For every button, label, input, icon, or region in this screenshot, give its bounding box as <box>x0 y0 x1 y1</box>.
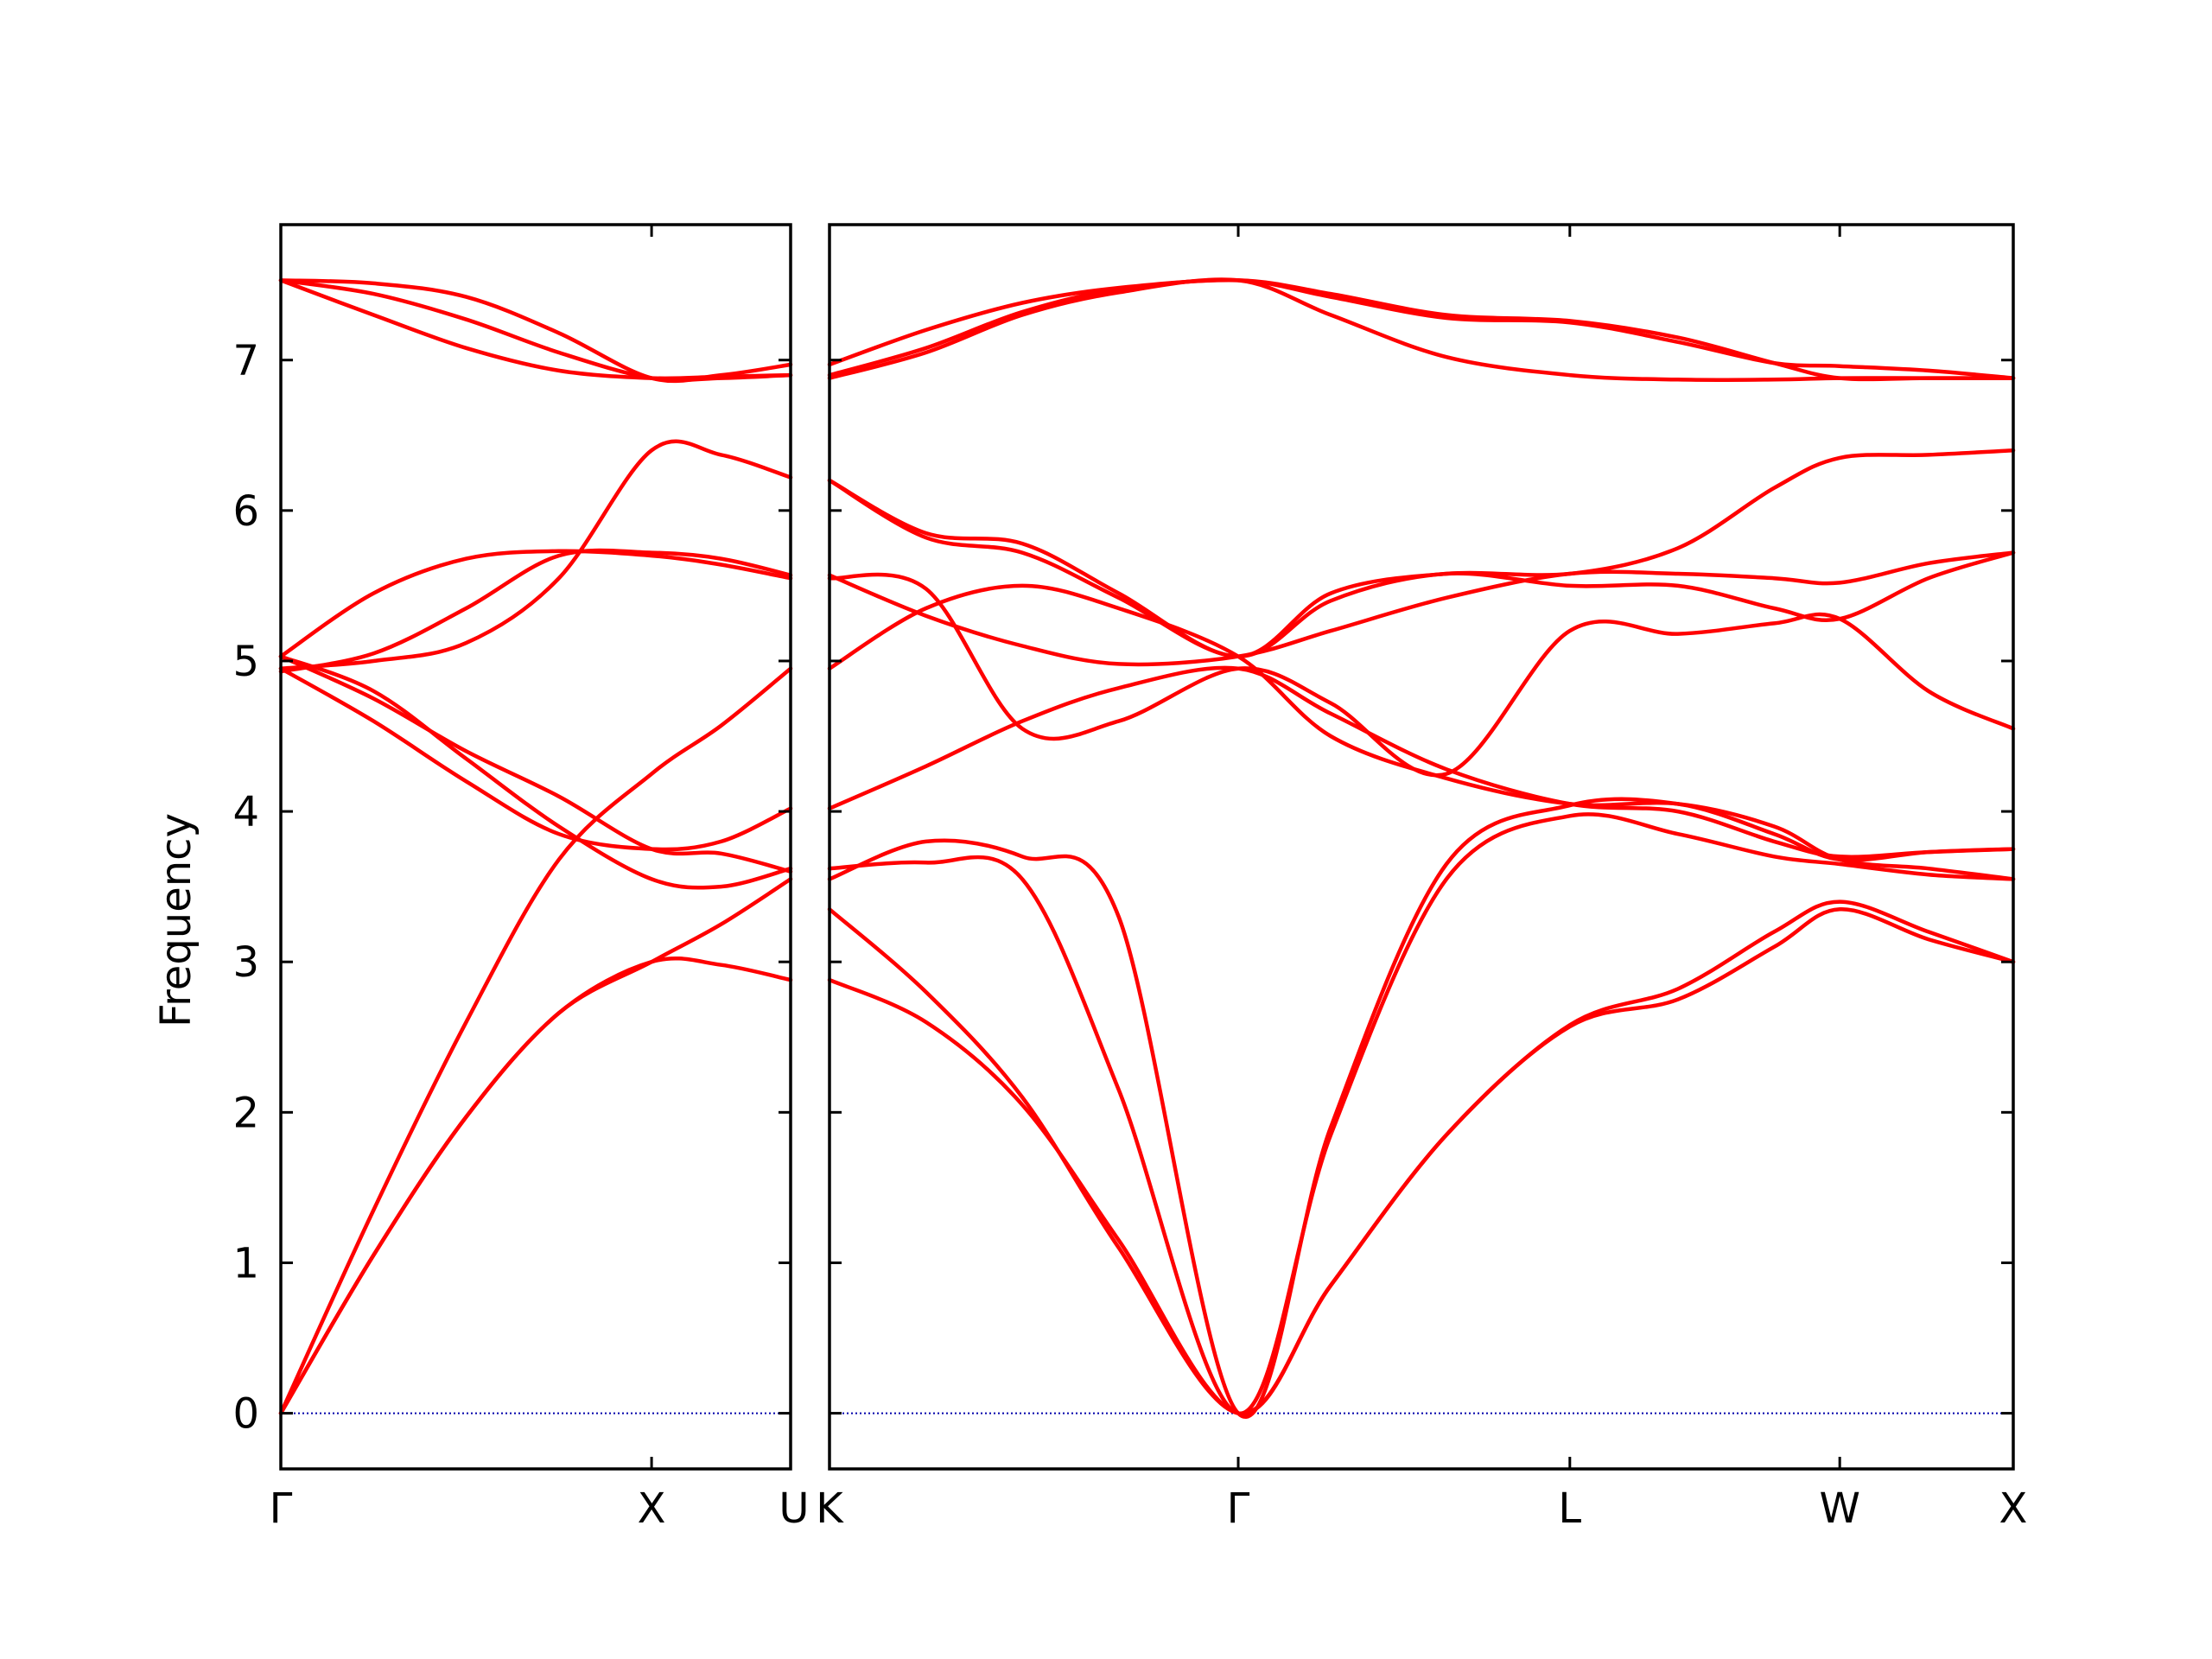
band-line-p1-11 <box>278 439 793 671</box>
band-line-p1-6 <box>278 549 793 658</box>
y-tick-label: 2 <box>232 1089 259 1137</box>
band-line-p2-12 <box>827 278 2016 382</box>
x-tick-label: U <box>779 1484 809 1533</box>
band-line-p2-2 <box>827 899 2016 1415</box>
band-line-p1-4 <box>278 654 793 890</box>
band-line-p1-3 <box>278 666 793 852</box>
band-line-p2-3 <box>827 812 2016 1415</box>
band-line-p1-10 <box>278 654 793 874</box>
band-line-p2-13 <box>827 448 2016 658</box>
x-tick-label: Γ <box>1227 1484 1250 1533</box>
x-tick-label: X <box>1999 1484 2028 1533</box>
y-tick-label: 7 <box>232 337 259 385</box>
band-line-p2-5 <box>827 665 2016 859</box>
band-line-p1-12 <box>278 877 793 1415</box>
band-line-p2-7 <box>827 572 2016 778</box>
y-tick-label: 4 <box>232 788 259 836</box>
panel-frame-1 <box>279 223 792 1471</box>
y-tick-label: 3 <box>232 938 259 987</box>
x-tick-label: W <box>1819 1484 1859 1533</box>
y-tick-label: 6 <box>232 487 259 536</box>
band-line-p2-8 <box>827 550 2016 667</box>
band-line-p2-4 <box>827 797 2016 1419</box>
band-line-p2-6 <box>827 583 2016 881</box>
x-tick-label: L <box>1558 1484 1581 1533</box>
y-tick-label: 0 <box>232 1390 259 1439</box>
y-tick-label: 1 <box>232 1239 259 1287</box>
x-tick-label: Γ <box>270 1484 293 1533</box>
band-line-p1-9 <box>278 278 793 381</box>
y-axis-label: Frequency <box>152 813 200 1027</box>
band-line-p1-1 <box>278 956 793 1415</box>
y-tick-label: 5 <box>232 638 259 686</box>
band-line-p1-2 <box>278 666 793 1415</box>
x-tick-label: X <box>638 1484 666 1533</box>
x-tick-label: K <box>816 1484 844 1533</box>
band-line-p1-5 <box>278 548 793 674</box>
band-line-p2-9 <box>827 478 2016 658</box>
band-line-p2-11 <box>827 277 2016 380</box>
panel-frame-2 <box>828 223 2015 1471</box>
